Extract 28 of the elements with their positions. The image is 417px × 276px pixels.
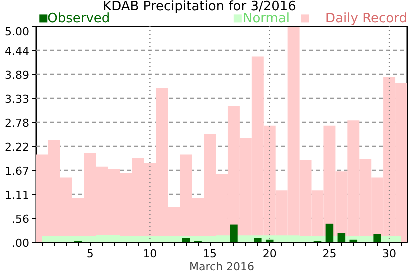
bar	[254, 238, 262, 242]
y-tick-label: 3.89	[5, 68, 30, 82]
y-tick-label: 2.22	[5, 141, 30, 154]
bar	[230, 224, 238, 242]
legend-label: Normal	[243, 12, 290, 26]
y-tick-label: 1.11	[5, 189, 30, 202]
y-tick-label: 1.67	[5, 164, 30, 178]
x-tick-label: 20	[262, 248, 277, 260]
x-tick-label: 25	[322, 248, 337, 260]
y-tick-label: 3.33	[5, 93, 30, 106]
bar	[338, 233, 346, 242]
bar	[326, 224, 334, 242]
y-tick-label: .00	[12, 237, 30, 250]
x-tick-label: 5	[86, 248, 94, 260]
y-tick-label: .56	[12, 212, 30, 226]
x-tick-label: 10	[143, 248, 158, 260]
x-tick-label: 30	[382, 248, 397, 260]
legend-label: Observed	[48, 12, 110, 26]
bar	[350, 240, 358, 242]
x-axis-title: March 2016	[189, 260, 255, 274]
bar	[266, 240, 274, 242]
y-tick-label: 4.44	[5, 45, 30, 58]
bar	[182, 238, 190, 242]
y-tick-label: 5.00	[5, 26, 30, 38]
legend-label: Daily Record	[326, 12, 408, 26]
y-tick-label: 2.78	[5, 116, 30, 130]
x-tick-label: 15	[203, 248, 218, 260]
bar	[374, 234, 382, 242]
